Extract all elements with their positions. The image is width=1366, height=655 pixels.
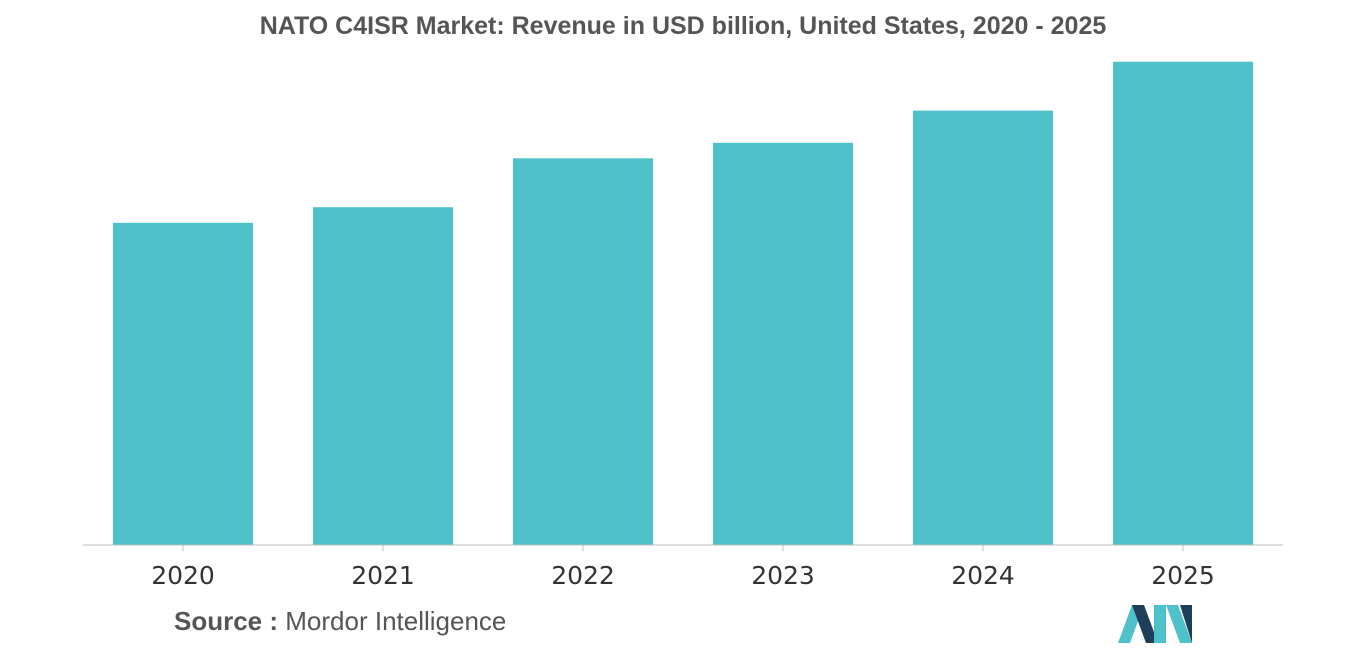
x-tick-label-2022: 2022: [551, 561, 615, 590]
bar-2022: [513, 158, 653, 546]
bars-group: [113, 61, 1253, 546]
x-tick-label-2023: 2023: [751, 561, 815, 590]
x-ticks-group: [182, 545, 1184, 551]
mordor-intelligence-logo-icon: [1118, 605, 1192, 643]
bar-2024: [913, 110, 1053, 545]
x-tick-label-2020: 2020: [151, 561, 215, 590]
bar-2025: [1113, 61, 1253, 545]
chart-title: NATO C4ISR Market: Revenue in USD billio…: [259, 12, 1107, 40]
x-tick-labels-group: 2020 2021 2022 2023 2024 2025: [151, 561, 1215, 590]
source-label: Source :: [174, 606, 279, 636]
x-tick-label-2024: 2024: [951, 561, 1015, 590]
x-tick-label-2025: 2025: [1151, 561, 1215, 590]
source-line: Source : Mordor Intelligence: [174, 606, 506, 637]
bar-2020: [113, 222, 253, 546]
x-tick-label-2021: 2021: [351, 561, 415, 590]
bar-2023: [713, 142, 853, 546]
bar-2021: [313, 207, 453, 545]
source-text: Mordor Intelligence: [285, 606, 507, 636]
